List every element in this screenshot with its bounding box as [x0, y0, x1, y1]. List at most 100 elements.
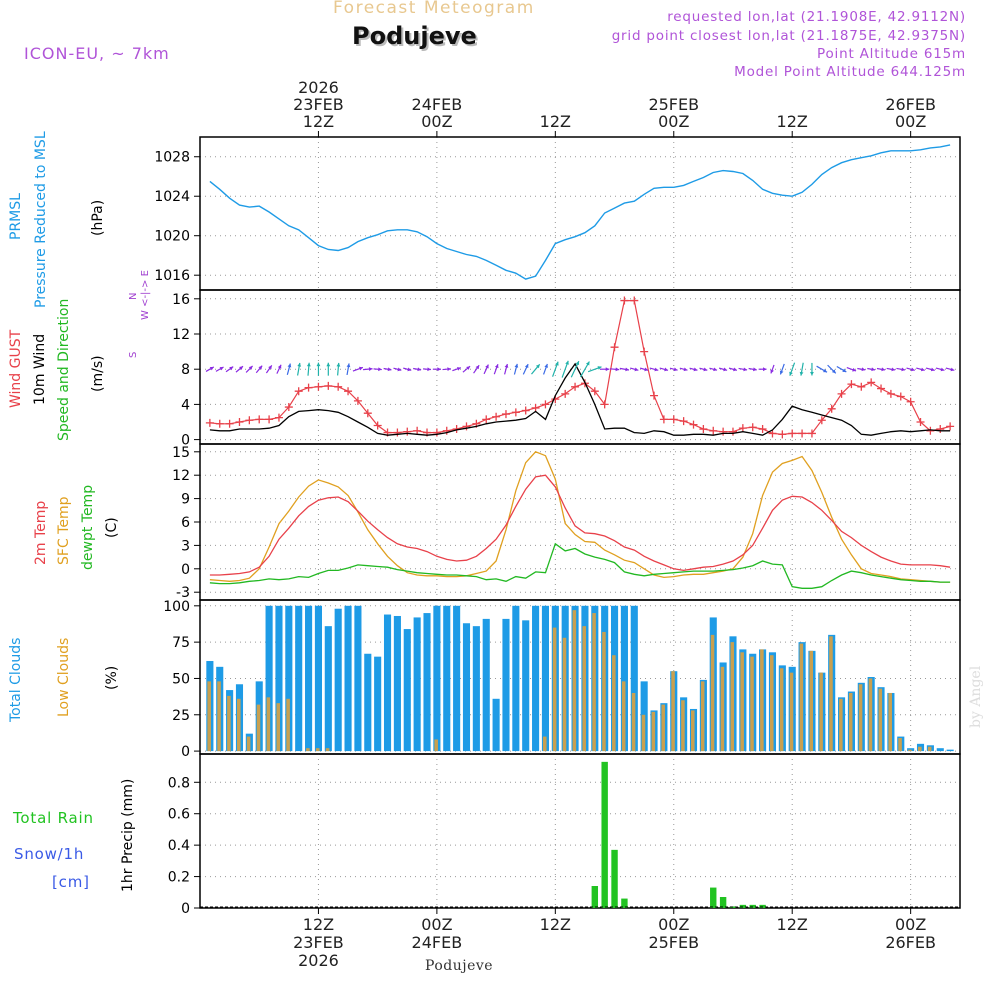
wind-arrow-head — [861, 367, 866, 372]
wind-arrow-head — [219, 367, 224, 371]
rain-bar — [611, 849, 618, 908]
wind-arrow-head — [950, 367, 955, 372]
wind-direction-arrow — [403, 367, 412, 372]
precipitation-y-tick-label: 0.6 — [168, 807, 190, 823]
wind-gust-marker — [462, 422, 471, 431]
wind-direction-arrow — [718, 367, 728, 372]
total-cloud-bar — [305, 605, 313, 752]
wind-direction-arrow — [423, 367, 432, 372]
wind-direction-arrow — [789, 362, 796, 376]
rain-bar — [710, 887, 717, 908]
wind-arrow-head — [407, 367, 412, 372]
low-cloud-bar — [878, 688, 883, 752]
low-cloud-bar — [819, 672, 823, 752]
total-cloud-bar — [364, 653, 372, 752]
wind-gust-marker — [541, 400, 550, 409]
wind-arrow-head — [387, 367, 392, 372]
top-time-label: 00Z — [421, 112, 452, 131]
wind-arrow-head — [306, 362, 311, 367]
wind-arrow-head — [664, 367, 669, 372]
rain-bar — [621, 898, 628, 908]
rain-bar — [759, 904, 766, 908]
wind-gust-marker — [857, 382, 866, 391]
wind-arrow-head — [779, 370, 784, 375]
low-cloud-bar — [651, 711, 656, 752]
wind-arrow-head — [466, 366, 471, 370]
wind-arrow-head — [565, 360, 569, 365]
low-cloud-bar — [730, 642, 735, 752]
wind-direction-arrow — [286, 363, 292, 375]
bottom-time-label: 00Z — [658, 915, 689, 934]
low-cloud-bar — [631, 692, 636, 752]
wind-arrow-head — [753, 367, 757, 372]
low-cloud-bar — [592, 613, 596, 752]
wind-gust-marker — [393, 428, 402, 437]
wind-arrow-head — [881, 367, 886, 372]
pressure-y-tick-label: 1020 — [154, 229, 190, 245]
wind-gust-marker — [353, 396, 362, 405]
wind-arrow-head — [810, 371, 814, 376]
wind-direction-arrow — [867, 367, 876, 372]
low-cloud-bar — [217, 681, 221, 752]
wind-arrow-head — [277, 364, 282, 369]
wind-gust-marker — [501, 410, 510, 419]
wind-direction-arrow — [630, 367, 639, 372]
wind-gust-marker — [886, 389, 895, 398]
wind-arrow-head — [940, 367, 945, 372]
wind-arrow-head — [447, 367, 451, 372]
precipitation-y-tick-label: 0 — [181, 901, 190, 917]
total-cloud-bar — [936, 748, 944, 752]
wind-arrow-head — [258, 365, 263, 370]
wind-gust-marker — [235, 418, 244, 426]
wind-direction-arrow — [916, 367, 925, 372]
total-cloud-bar — [275, 605, 283, 752]
total-cloud-bar — [492, 698, 500, 752]
wind-direction-arrow — [906, 367, 915, 372]
wind-direction-arrow — [587, 366, 602, 373]
wind-arrow-head — [683, 367, 688, 372]
wind-gust-marker — [807, 429, 816, 438]
wind-direction-arrow — [383, 367, 392, 372]
wind-direction-arrow — [779, 363, 785, 375]
wind-direction-arrow — [836, 365, 847, 373]
low-cloud-bar — [888, 692, 892, 752]
wind-arrow-head — [268, 365, 272, 370]
wind-direction-arrow — [886, 367, 896, 372]
clouds-y-tick-label: 100 — [163, 599, 190, 615]
snow-label: Snow/1h — [14, 845, 85, 863]
wind-gust-marker — [294, 387, 303, 396]
rain-bar — [749, 904, 756, 908]
wind-arrow-head — [703, 367, 708, 372]
low-cloud-bar — [691, 710, 695, 752]
wind-arrow-head — [799, 371, 804, 376]
wind-gust-marker — [817, 416, 826, 425]
temperature-y-tick-label: 15 — [172, 445, 190, 461]
wind-direction-arrow — [255, 365, 263, 374]
wind-arrow-head — [723, 367, 728, 372]
wind-direction-arrow — [570, 360, 580, 378]
wind-gust-marker — [344, 387, 353, 396]
top-time-label: 12Z — [303, 112, 334, 131]
wind-arrow-head — [713, 367, 718, 372]
wind-gust-line — [209, 300, 951, 435]
wind-arrow-head — [287, 363, 292, 368]
wind-direction-arrow — [846, 366, 857, 372]
wind-direction-arrow — [326, 362, 331, 376]
wind-gust-marker — [798, 429, 807, 438]
wind-direction-arrow — [876, 367, 886, 372]
wind-direction-arrow — [483, 364, 489, 375]
wind-arrow-head — [336, 362, 341, 367]
low-cloud-bar — [700, 681, 705, 752]
total-cloud-bar — [344, 605, 352, 752]
wind-gust-marker — [837, 389, 846, 398]
wind-arrow-head — [823, 368, 828, 373]
wind-arrow-head — [673, 367, 678, 372]
wind-direction-arrow — [442, 367, 452, 372]
low-cloud-bar — [227, 695, 231, 752]
total-cloud-bar — [453, 605, 461, 752]
low-cloud-bar — [750, 656, 754, 752]
precipitation-y-tick-label: 0.4 — [168, 838, 190, 854]
low-cloud-bar — [434, 739, 438, 752]
wind-gust-marker — [492, 412, 501, 421]
wind-direction-arrow — [306, 362, 311, 376]
